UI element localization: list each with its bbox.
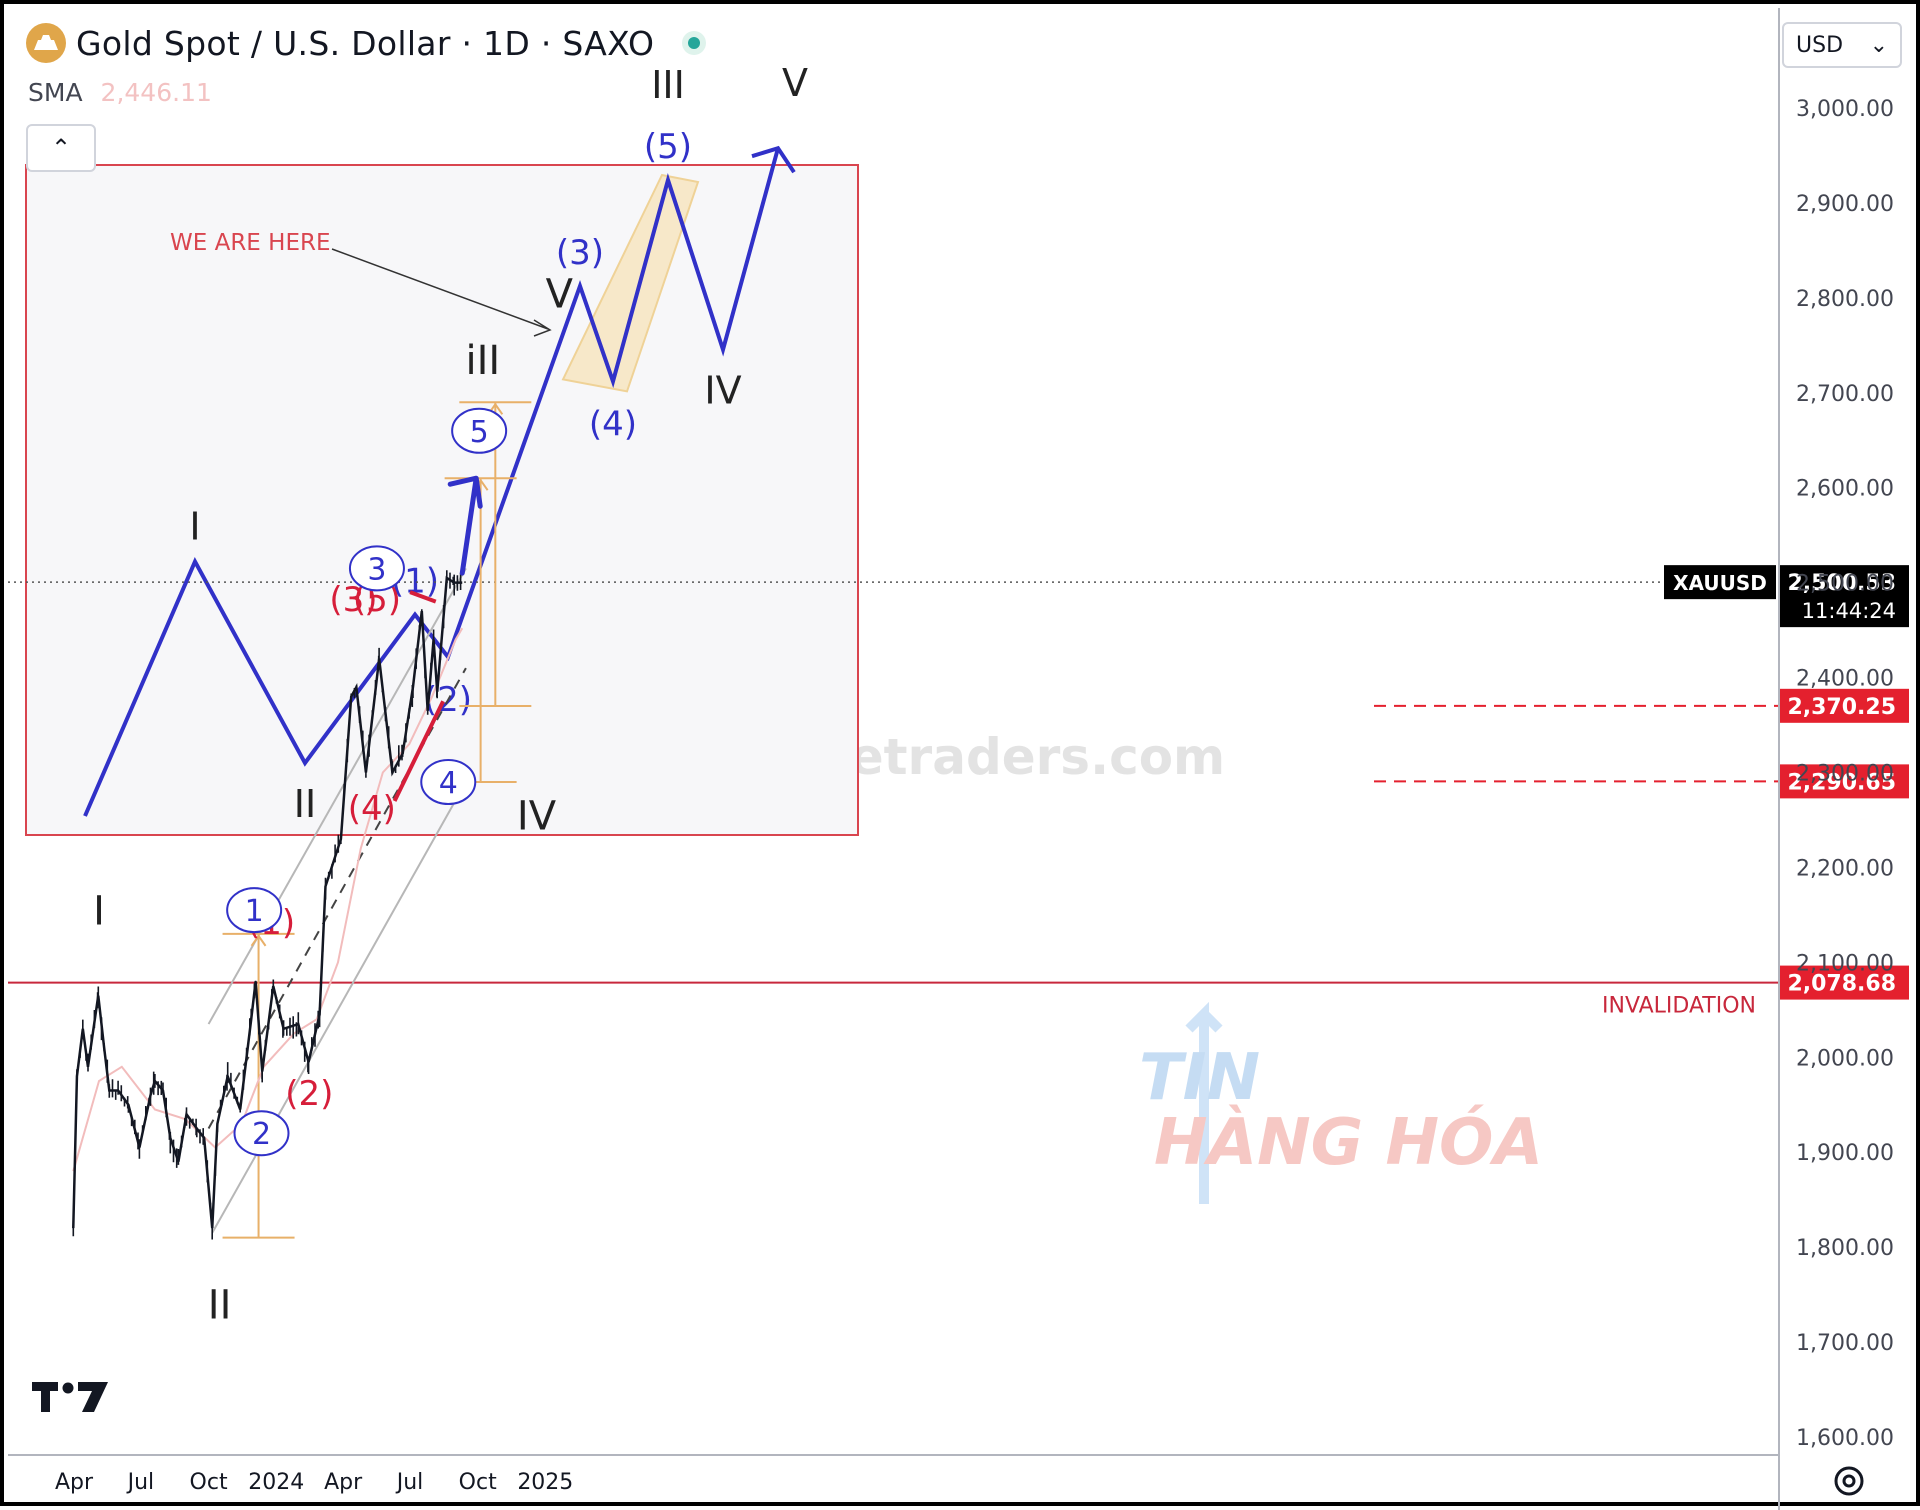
- inset-wave-path: [83, 147, 780, 817]
- y-tick-label: 1,900.00: [1796, 1141, 1894, 1166]
- y-tick-label: 2,000.00: [1796, 1046, 1894, 1071]
- wave-label-blue-circle: [226, 887, 283, 934]
- currency-select[interactable]: USD ⌄: [1782, 22, 1902, 68]
- inset-wave-label: II: [294, 782, 316, 826]
- x-tick-label: Oct: [190, 1470, 228, 1495]
- tradingview-logo-icon[interactable]: [32, 1382, 108, 1418]
- wave-label-blue: 1: [245, 894, 264, 929]
- y-tick-label: 2,800.00: [1796, 287, 1894, 312]
- wave-label-blue-circle: [233, 1110, 290, 1157]
- x-tick-label: Oct: [459, 1470, 497, 1495]
- collapse-legend-button[interactable]: ⌃: [26, 124, 96, 172]
- y-tick-label: 2,600.00: [1796, 477, 1894, 502]
- we-are-here-label: WE ARE HERE: [170, 230, 330, 256]
- inset-frame: [25, 164, 859, 836]
- watermark-arrow-icon: [1185, 1001, 1223, 1204]
- y-tick-label: 2,400.00: [1796, 667, 1894, 692]
- inset-wave-label: V: [782, 61, 808, 105]
- x-tick-label: Jul: [126, 1470, 155, 1495]
- brand-watermark-top: TIN: [1139, 1041, 1260, 1115]
- projection-arrow: [447, 475, 483, 576]
- inset-wave-label: (4): [589, 404, 637, 444]
- wave-label-black: II: [208, 1282, 232, 1328]
- axes: 3,000.00 2,900.00 2,800.00 2,700.00 2,600.00…: [8, 8, 1894, 1510]
- wave-label-black: I: [93, 888, 105, 934]
- current-price-value: 2,500.53: [1787, 571, 1896, 596]
- y-tick-label: 2,500.00: [1796, 572, 1894, 597]
- price-level-value: 2,078.68: [1787, 972, 1896, 997]
- x-tick-label: Apr: [55, 1470, 94, 1495]
- brand-watermark-bottom: HÀNG HÓA: [1154, 1104, 1543, 1180]
- sma-indicator-legend[interactable]: SMA 2,446.11: [28, 78, 212, 107]
- current-price-tag: [1779, 565, 1909, 628]
- wave-label-blue-circle: [348, 545, 405, 592]
- triangle-line-bottom: [392, 700, 445, 802]
- channel-line-lower: [211, 781, 467, 1234]
- x-tick-label: 2025: [517, 1470, 573, 1495]
- wave-label-blue: 5: [470, 415, 489, 450]
- collapse-chevron-icon: ⌃: [50, 134, 72, 162]
- y-tick-label: 1,800.00: [1796, 1236, 1894, 1261]
- wave-label-red: (2): [285, 1074, 333, 1114]
- price-level-tag: [1779, 688, 1909, 723]
- wave-label-black: V: [546, 271, 574, 317]
- wave-label-blue-circle: [451, 407, 508, 454]
- y-tick-label: 2,100.00: [1796, 951, 1894, 976]
- price-line: [72, 575, 463, 1229]
- x-tick-label: 2024: [248, 1470, 304, 1495]
- wave-label-blue: 3: [367, 552, 386, 587]
- wave-label-black: IV: [517, 793, 557, 839]
- sma-label: SMA: [28, 78, 83, 107]
- currency-value: USD: [1796, 32, 1844, 58]
- x-tick-label: Jul: [395, 1470, 424, 1495]
- y-tick-label: 2,700.00: [1796, 382, 1894, 407]
- y-tick-label: 2,300.00: [1796, 762, 1894, 787]
- wave-label-black: iII: [465, 338, 500, 384]
- symbol-tag: [1664, 565, 1776, 600]
- price-level-value: 2,290.65: [1787, 770, 1896, 795]
- sma-value: 2,446.11: [100, 78, 212, 107]
- wave-label-blue: 2: [252, 1117, 271, 1152]
- wave-label-blue-circle: [420, 758, 477, 805]
- gold-logo-icon: [26, 23, 66, 63]
- symbol-tag-label: XAUUSD: [1673, 571, 1767, 595]
- price-level-tag: [1779, 764, 1909, 799]
- main-plot: 2,370.252,290.652,078.68INVALIDATIONIIIi…: [8, 271, 1909, 1328]
- y-tick-label: 1,600.00: [1796, 1426, 1894, 1451]
- inset-wave-label: (3): [556, 233, 604, 273]
- inset-wave-label: III: [651, 63, 685, 107]
- inset-wave-label: I: [189, 505, 200, 549]
- y-tick-label: 2,900.00: [1796, 192, 1894, 217]
- bar-countdown: 11:44:24: [1802, 599, 1896, 623]
- triangle-line-top: [409, 590, 437, 604]
- inset-wave-label: (5): [644, 127, 692, 167]
- currency-dropdown-icon: ⌄: [1869, 32, 1888, 58]
- price-level-tag: [1779, 965, 1909, 1000]
- we-are-here-arrow: [331, 248, 552, 337]
- y-tick-label: 3,000.00: [1796, 97, 1894, 122]
- inset-wave-label: IV: [704, 369, 741, 413]
- settings-gear-icon[interactable]: [1834, 1466, 1864, 1496]
- price-level-value: 2,370.25: [1787, 695, 1896, 720]
- x-tick-label: Apr: [324, 1470, 363, 1495]
- y-tick-label: 1,700.00: [1796, 1331, 1894, 1356]
- symbol-title[interactable]: Gold Spot / U.S. Dollar · 1D · SAXO: [76, 23, 655, 63]
- wave-label-red: (4): [348, 789, 396, 829]
- target-range-arrowhead: [250, 934, 267, 947]
- wave-label-blue: 4: [439, 766, 458, 801]
- symbol-header: Gold Spot / U.S. Dollar · 1D · SAXO: [26, 18, 707, 68]
- y-tick-label: 2,200.00: [1796, 856, 1894, 881]
- price-candles: [72, 570, 462, 1240]
- inset-arrowhead: [751, 145, 796, 174]
- invalidation-label: INVALIDATION: [1602, 994, 1756, 1019]
- live-status-icon: [682, 31, 707, 55]
